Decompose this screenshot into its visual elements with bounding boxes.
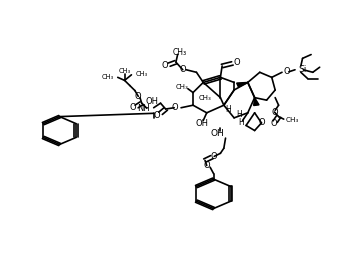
Text: O: O xyxy=(162,61,168,70)
Text: O: O xyxy=(211,152,218,161)
Text: OH: OH xyxy=(211,129,225,137)
Text: O: O xyxy=(204,161,210,170)
Polygon shape xyxy=(237,82,248,87)
Text: CH₃: CH₃ xyxy=(101,73,114,80)
Text: CH₃: CH₃ xyxy=(172,48,186,57)
Text: H: H xyxy=(225,105,231,114)
Text: O: O xyxy=(129,103,136,112)
Text: O: O xyxy=(135,92,141,101)
Text: OH: OH xyxy=(195,119,208,128)
Text: O: O xyxy=(179,65,186,74)
Text: CH₃: CH₃ xyxy=(119,68,131,74)
Text: CH₃: CH₃ xyxy=(198,95,211,101)
Text: OH: OH xyxy=(146,97,159,106)
Text: Si: Si xyxy=(298,65,307,74)
Text: CH₃: CH₃ xyxy=(286,117,299,123)
Text: H: H xyxy=(238,119,244,127)
Text: O: O xyxy=(234,58,240,67)
Text: NH: NH xyxy=(138,104,150,113)
Text: O: O xyxy=(284,67,290,76)
Text: O: O xyxy=(271,119,277,128)
Polygon shape xyxy=(254,98,259,105)
Text: CH₃: CH₃ xyxy=(136,71,148,77)
Text: O: O xyxy=(271,108,278,116)
Text: H: H xyxy=(236,110,242,119)
Text: CH₃: CH₃ xyxy=(175,84,188,90)
Text: O: O xyxy=(171,103,178,112)
Text: O: O xyxy=(258,119,265,127)
Text: O: O xyxy=(154,111,160,120)
